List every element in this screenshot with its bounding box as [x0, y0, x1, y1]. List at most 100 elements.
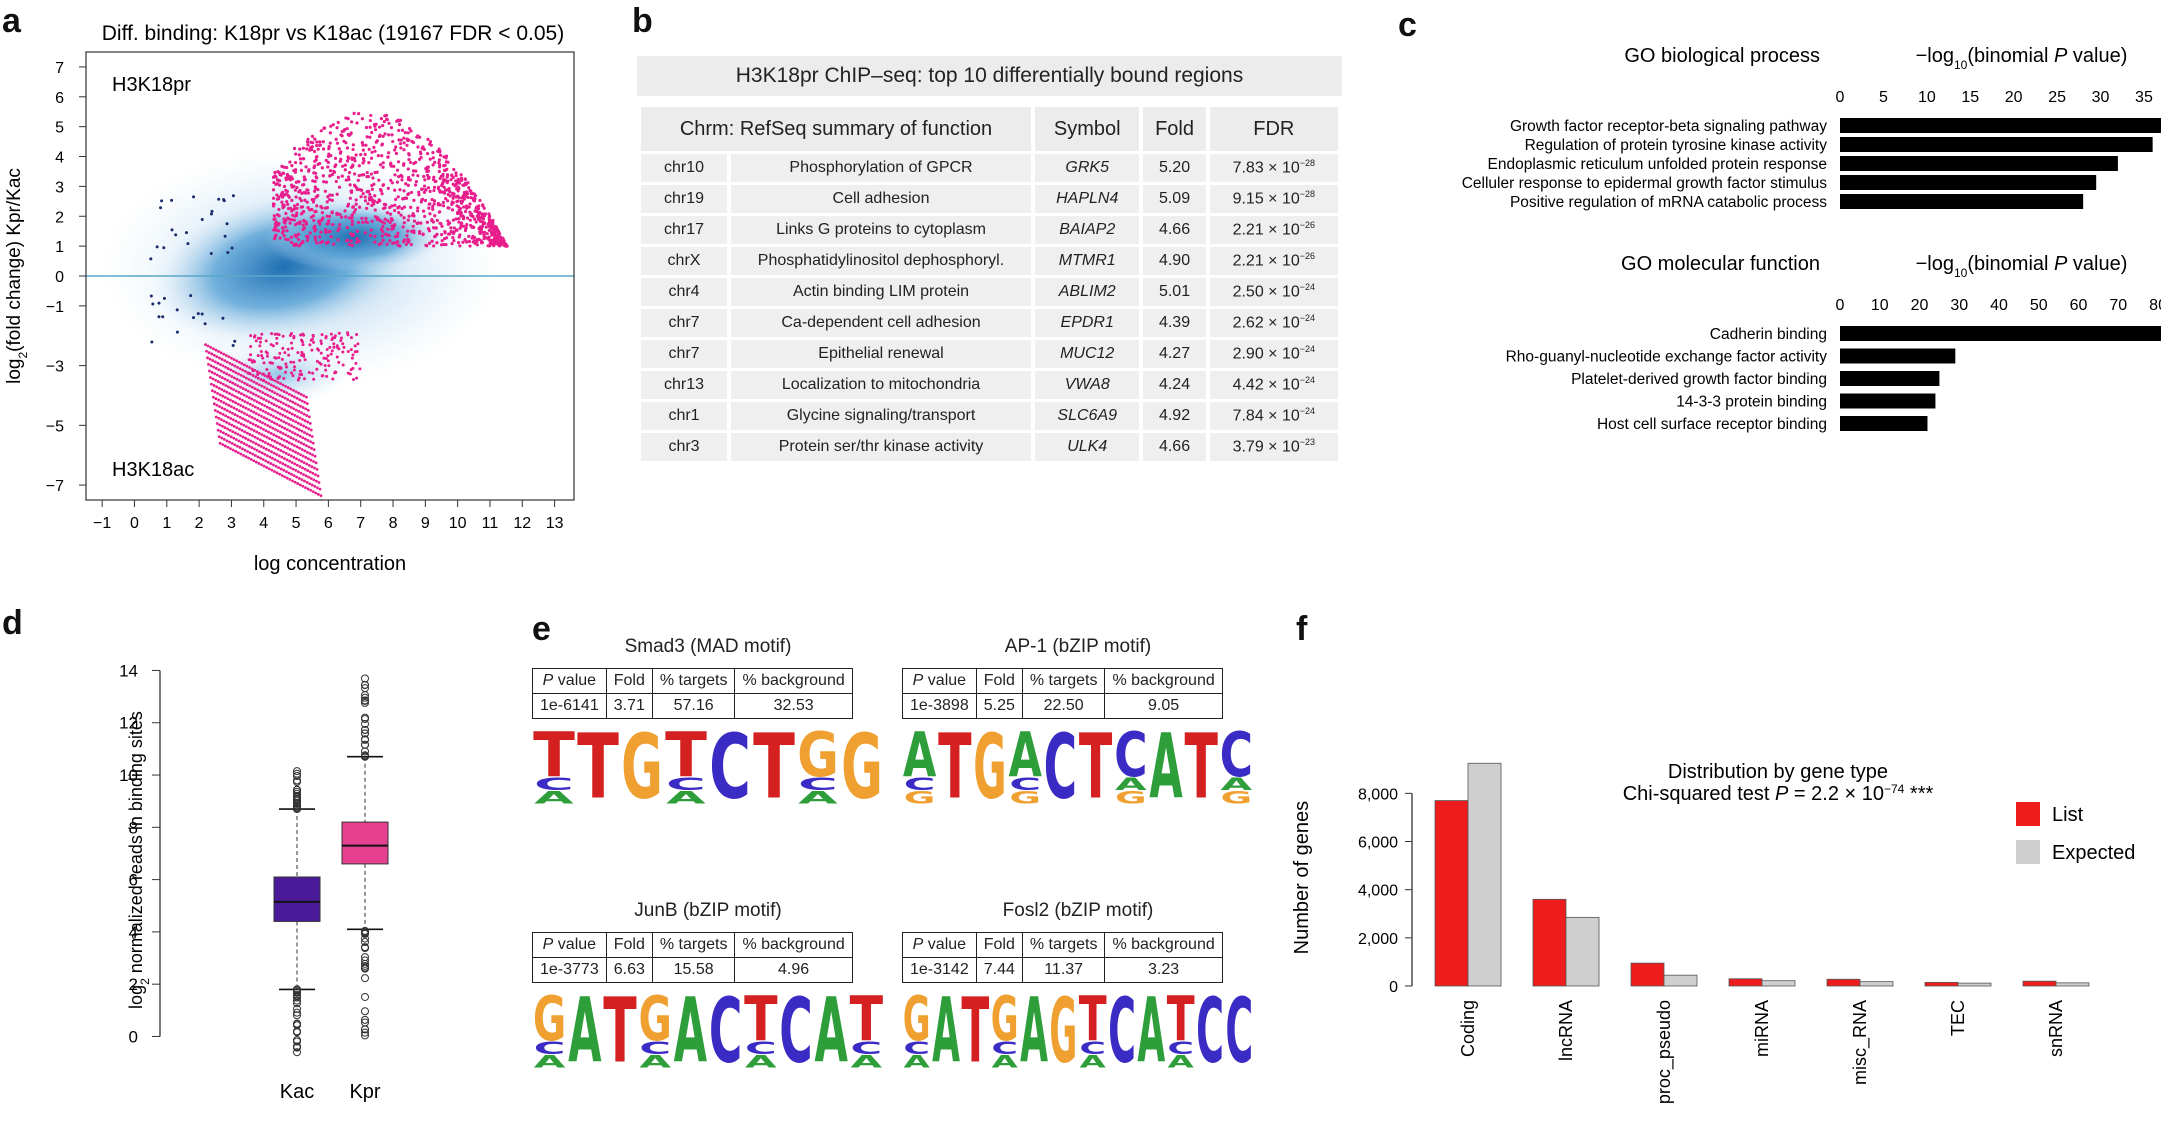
- chip-cell-function: Cell adhesion: [731, 185, 1031, 213]
- ma-plot-xlabel: log concentration: [254, 553, 406, 575]
- significant-points-up: [271, 111, 509, 248]
- gene-category-label: lncRNA: [1556, 1000, 1576, 1061]
- motif-header: P value: [902, 668, 977, 694]
- gene-category-label: Coding: [1458, 1000, 1478, 1057]
- motif-header: Fold: [975, 932, 1023, 958]
- motif-header: % targets: [1021, 668, 1106, 694]
- panel-letter-a: a: [2, 2, 21, 40]
- chip-table-row: chrX Phosphatidylinositol dephosphoryl. MT…: [641, 247, 1338, 275]
- svg-text:C: C: [709, 978, 742, 1082]
- motif-value: 5.25: [975, 693, 1023, 719]
- chip-cell-symbol: ULK4: [1035, 433, 1140, 461]
- chip-cell-fdr: 7.84 × 10−24: [1209, 402, 1338, 430]
- go-bar: [1840, 175, 2097, 190]
- chip-cell-fold: 5.01: [1143, 278, 1206, 306]
- svg-text:T: T: [1079, 714, 1113, 818]
- svg-text:C: C: [1196, 978, 1224, 1082]
- chip-cell-function: Protein ser/thr kinase activity: [731, 433, 1031, 461]
- chip-table-row: chr7 Epithelial renewal MUC12 4.27 2.90 × 10…: [641, 340, 1338, 368]
- motif-header: % background: [734, 932, 853, 958]
- chip-cell-fdr: 2.21 × 10−26: [1209, 247, 1338, 275]
- go-xlabel: −log10(binomial P value): [1916, 253, 2128, 280]
- bar-list: [1434, 800, 1469, 987]
- ma-plot-title: Diff. binding: K18pr vs K18ac (19167 FDR…: [102, 22, 564, 45]
- gene-category-label: TEC: [1948, 1000, 1968, 1036]
- ma-plot: Diff. binding: K18pr vs K18ac (19167 FDR…: [4, 22, 575, 575]
- motif-value: 22.50: [1021, 693, 1106, 719]
- chip-cell-chr: chr1: [641, 402, 727, 430]
- svg-text:T: T: [850, 984, 884, 1055]
- svg-text:C: C: [798, 774, 838, 794]
- x-tick-label: 4: [259, 515, 268, 532]
- svg-text:C: C: [745, 1038, 777, 1058]
- go-category-label: Regulation of protein tyrosine kinase ac…: [1525, 137, 1828, 154]
- chip-cell-fdr: 4.42 × 10−24: [1209, 371, 1338, 399]
- svg-text:C: C: [709, 714, 751, 818]
- chip-header-fdr: FDR: [1209, 107, 1338, 151]
- svg-text:C: C: [1220, 720, 1253, 791]
- gene-category-label: misc_RNA: [1850, 1000, 1871, 1085]
- chip-table-row: chr1 Glycine signaling/transport SLC6A9 4.9…: [641, 402, 1338, 430]
- chip-cell-function: Actin binding LIM protein: [731, 278, 1031, 306]
- panel-letter-d: d: [2, 604, 23, 642]
- go-bar: [1840, 416, 1928, 431]
- motif-value: 1e-3898: [902, 693, 977, 719]
- go-category-label: Rho-guanyl-nucleotide exchange factor ac…: [1506, 349, 1828, 366]
- x-tick-label: 1: [162, 515, 171, 532]
- svg-text:A: A: [1167, 1051, 1194, 1071]
- svg-text:C: C: [1009, 774, 1041, 794]
- go-bar: [1840, 326, 2161, 341]
- motif-header: Fold: [605, 668, 653, 694]
- go-tick-label: 0: [1836, 297, 1845, 314]
- chip-cell-chr: chr7: [641, 309, 727, 337]
- gene-category-label: proc_pseudo: [1654, 1000, 1675, 1104]
- x-tick-label: −1: [93, 515, 111, 532]
- motif-value: 11.37: [1021, 957, 1106, 983]
- y-tick-label: −7: [46, 478, 64, 495]
- go-category-label: 14-3-3 protein binding: [1676, 394, 1827, 411]
- svg-text:C: C: [666, 774, 706, 794]
- go-bar: [1840, 118, 2161, 133]
- y-tick-label: 7: [55, 60, 64, 77]
- svg-text:A: A: [674, 978, 708, 1082]
- go-tick-label: 20: [2005, 89, 2023, 106]
- go-category-label: Growth factor receptor-beta signaling pa…: [1510, 118, 1827, 135]
- go-tick-label: 10: [1871, 297, 1889, 314]
- motif-header: P value: [532, 668, 607, 694]
- box-kac: [273, 767, 321, 1057]
- svg-text:A: A: [1221, 774, 1253, 794]
- gene-y-tick: 6,000: [1358, 835, 1398, 852]
- go-bar: [1840, 156, 2118, 171]
- boxplot: 0 2 4 6 8 10 12 14 log2 normalized reads in bind…: [119, 661, 389, 1103]
- go-category-label: Cadherin binding: [1710, 326, 1827, 343]
- x-tick-label: 13: [546, 515, 564, 532]
- svg-text:A: A: [666, 787, 706, 807]
- svg-text:T: T: [533, 720, 575, 791]
- go-tick-label: 20: [1911, 297, 1929, 314]
- svg-text:C: C: [1079, 1038, 1105, 1058]
- chip-cell-chr: chr19: [641, 185, 727, 213]
- motif-3: Fosl2 (bZIP motif) P value Fold% targets% …: [902, 900, 1254, 1082]
- y-tick-label: 2: [55, 209, 64, 226]
- go-bar: [1840, 194, 2084, 209]
- chip-table-row: chr7 Ca-dependent cell adhesion EPDR1 4.39 2…: [641, 309, 1338, 337]
- box-y-tick: 4: [129, 923, 138, 942]
- svg-text:G: G: [1115, 787, 1147, 807]
- significant-points-down: [204, 331, 362, 498]
- chip-cell-fold: 4.92: [1143, 402, 1206, 430]
- chip-cell-fold: 4.24: [1143, 371, 1206, 399]
- bar-expected: [1957, 982, 1992, 987]
- go-bar: [1840, 393, 1936, 409]
- svg-text:C: C: [903, 1038, 929, 1058]
- chip-table-row: chr10 Phosphorylation of GPCR GRK5 5.20 7.83…: [641, 154, 1338, 182]
- chip-table-row: chr4 Actin binding LIM protein ABLIM2 5.01 2…: [641, 278, 1338, 306]
- chip-cell-fold: 4.66: [1143, 433, 1206, 461]
- chip-cell-symbol: SLC6A9: [1035, 402, 1140, 430]
- motif-value: 15.58: [651, 957, 736, 983]
- motif-value: 32.53: [734, 693, 853, 719]
- sequence-logo: ACG T G ACG C T CAG A T CAG: [903, 714, 1253, 818]
- gene-y-tick: 0: [1389, 979, 1398, 996]
- go-title: GO biological process: [1624, 45, 1820, 67]
- svg-text:A: A: [1079, 1051, 1106, 1071]
- go-category-label: Celluler response to epidermal growth fa…: [1462, 175, 1828, 192]
